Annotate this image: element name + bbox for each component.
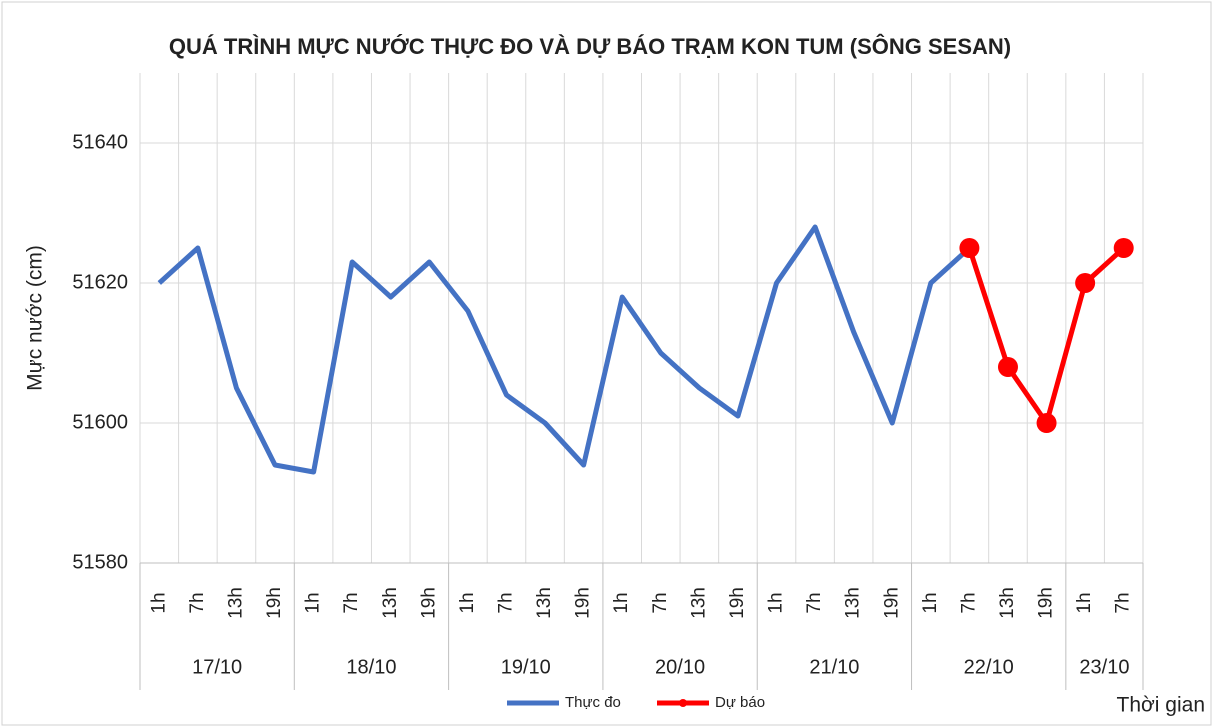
y-axis-label: Mực nước (cm): [24, 245, 47, 391]
point-marker: [1075, 273, 1096, 293]
x-tick-label: 1h: [1074, 592, 1095, 613]
x-tick-label: 19h: [881, 587, 902, 619]
x-tick-label: 1h: [148, 592, 169, 613]
x-tick-label: 19h: [1036, 587, 1057, 619]
y-tick-label: 51620: [72, 271, 128, 293]
x-tick-label: 1h: [611, 592, 632, 613]
x-tick-label: 13h: [380, 587, 401, 619]
x-tick-label: 7h: [1113, 592, 1134, 613]
x-tick-label: 13h: [225, 587, 246, 619]
series-line: [157, 224, 972, 475]
group-label: 18/10: [346, 656, 396, 678]
chart-title: QUÁ TRÌNH MỰC NƯỚC THỰC ĐO VÀ DỰ BÁO TRẠ…: [169, 34, 1011, 59]
point-marker: [1113, 238, 1134, 258]
x-tick-label: 19h: [418, 587, 439, 619]
legend-label: Dự báo: [715, 694, 765, 711]
x-tick-label: 1h: [303, 592, 324, 613]
group-label: 20/10: [655, 656, 705, 678]
y-tick-label: 51600: [72, 411, 128, 433]
x-tick-label: 7h: [187, 592, 208, 613]
group-label: 17/10: [192, 656, 242, 678]
x-tick-label: 19h: [727, 587, 748, 619]
x-tick-label: 7h: [958, 592, 979, 613]
group-label: 21/10: [809, 656, 859, 678]
x-tick-label: 1h: [920, 592, 941, 613]
point-marker: [959, 238, 980, 258]
x-tick-label: 13h: [997, 587, 1018, 619]
y-tick-label: 51640: [72, 131, 128, 153]
x-tick-label: 13h: [843, 587, 864, 619]
group-label: 23/10: [1079, 656, 1129, 678]
x-tick-label: 19h: [264, 587, 285, 619]
point-marker: [997, 357, 1018, 377]
x-tick-label: 1h: [766, 592, 787, 613]
x-tick-label: 19h: [573, 587, 594, 619]
point-marker: [1036, 413, 1057, 433]
x-tick-label: 1h: [457, 592, 478, 613]
x-tick-label: 13h: [688, 587, 709, 619]
x-axis-label: Thời gian: [1117, 694, 1205, 717]
legend-label: Thực đo: [565, 694, 621, 711]
x-tick-label: 7h: [804, 592, 825, 613]
group-label: 19/10: [501, 656, 551, 678]
x-tick-label: 7h: [650, 592, 671, 613]
x-tick-label: 7h: [495, 592, 516, 613]
y-tick-label: 51580: [72, 551, 128, 573]
group-label: 22/10: [964, 656, 1014, 678]
legend-marker: [679, 699, 687, 707]
x-tick-label: 7h: [341, 592, 362, 613]
x-tick-label: 13h: [534, 587, 555, 619]
